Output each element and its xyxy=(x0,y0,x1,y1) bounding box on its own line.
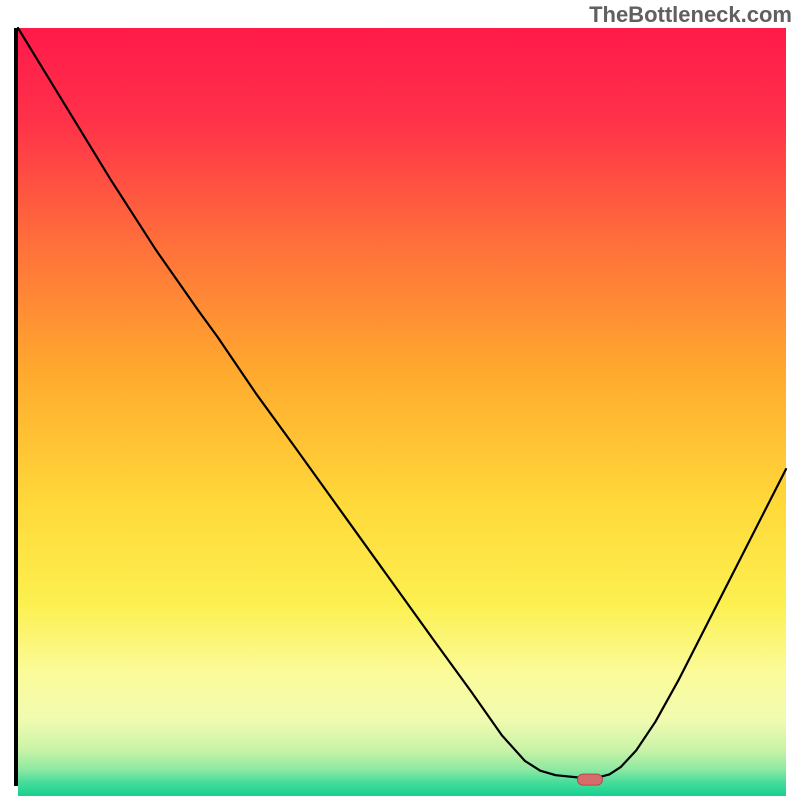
watermark-text: TheBottleneck.com xyxy=(589,2,792,28)
bottleneck-curve xyxy=(18,28,786,782)
bottleneck-chart xyxy=(14,28,786,786)
optimal-marker xyxy=(577,774,603,785)
curve-path xyxy=(18,28,786,777)
